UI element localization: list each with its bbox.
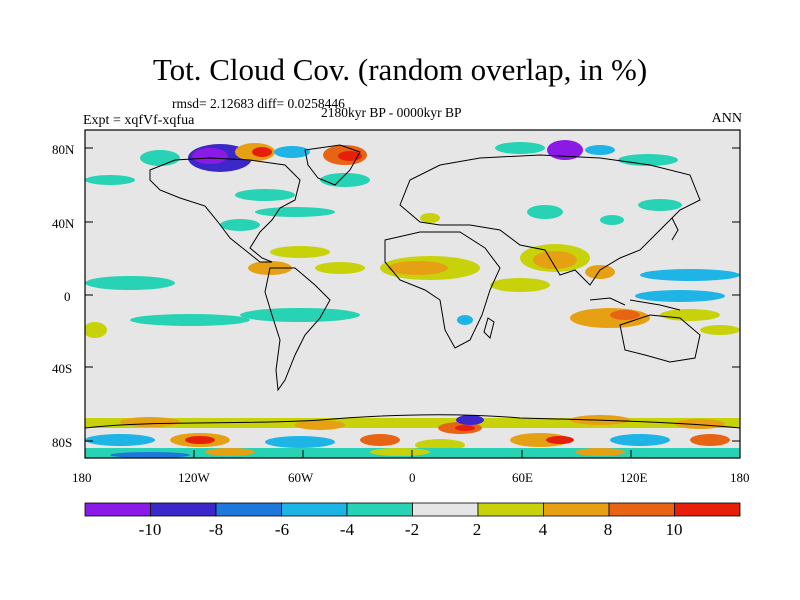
anomaly-patch xyxy=(455,425,475,431)
anomaly-patch xyxy=(185,436,215,444)
anomaly-patch xyxy=(585,145,615,155)
colorbar-cell xyxy=(281,502,348,517)
anomaly-patch xyxy=(370,448,430,456)
anomaly-patch xyxy=(130,314,250,326)
anomaly-patch xyxy=(690,434,730,446)
anomaly-patch xyxy=(547,140,583,160)
anomaly-patch xyxy=(205,448,255,456)
anomaly-patch xyxy=(120,417,180,427)
anomaly-patch xyxy=(360,434,400,446)
anomaly-patch xyxy=(235,189,295,201)
colorbar-label: 10 xyxy=(665,520,683,539)
y-tick-80s: 80S xyxy=(52,435,73,450)
anomaly-patch xyxy=(610,434,670,446)
anomaly-patch xyxy=(338,151,362,161)
anomaly-patch xyxy=(638,199,682,211)
chart-title: Tot. Cloud Cov. (random overlap, in %) xyxy=(152,52,648,87)
anomaly-patch xyxy=(255,207,335,217)
anomaly-patch xyxy=(85,276,175,290)
colorbar-cell xyxy=(346,502,413,517)
anomaly-patch xyxy=(546,436,574,444)
anomaly-patch xyxy=(85,434,155,446)
anomaly-patch xyxy=(315,262,365,274)
colorbar-cell xyxy=(543,502,610,517)
anomaly-patch xyxy=(495,142,545,154)
colorbar-cell xyxy=(608,502,675,517)
x-tick-0: 0 xyxy=(409,470,416,485)
anomaly-patch xyxy=(85,322,107,338)
map-background xyxy=(85,130,740,458)
anomaly-band xyxy=(85,418,740,428)
anomaly-patch xyxy=(456,415,484,425)
anomaly-patch xyxy=(388,261,448,275)
colorbar-cell xyxy=(84,502,151,517)
anomaly-patch xyxy=(527,205,563,219)
anomaly-patch xyxy=(570,308,650,328)
anomaly-patch xyxy=(585,265,615,279)
x-tick-180e: 180 xyxy=(730,470,750,485)
anomaly-patch xyxy=(700,325,740,335)
stats-line: rmsd= 2.12683 diff= 0.0258446 xyxy=(172,96,345,111)
anomaly-patch xyxy=(110,452,190,458)
colorbar xyxy=(84,502,741,517)
colorbar-label: 8 xyxy=(603,520,613,539)
anomaly-patch xyxy=(618,154,678,166)
y-axis-ticks xyxy=(85,147,740,442)
anomaly-patch xyxy=(295,420,345,430)
anomaly-patch xyxy=(220,219,260,231)
anomaly-patch xyxy=(85,175,135,185)
anomaly-patch xyxy=(274,146,310,158)
anomaly-patch xyxy=(660,309,720,321)
coastlines xyxy=(85,144,740,429)
colorbar-cell xyxy=(674,502,741,517)
anomaly-patch xyxy=(533,251,577,269)
y-tick-40s: 40S xyxy=(52,361,73,376)
y-tick-0: 0 xyxy=(64,289,71,304)
anomaly-patch xyxy=(640,269,740,281)
colorbar-label: -2 xyxy=(404,520,420,539)
anomaly-patch xyxy=(610,310,640,320)
anomaly-patch xyxy=(265,436,335,448)
anomaly-patch xyxy=(675,419,725,429)
colorbar-cell xyxy=(215,502,282,517)
anomaly-patch xyxy=(490,278,550,292)
experiment-label: Expt = xqfVf-xqfua xyxy=(83,113,195,128)
colorbar-label: -8 xyxy=(208,520,224,539)
period-label: 2180kyr BP - 0000kyr BP xyxy=(321,105,462,120)
anomaly-patch xyxy=(635,290,725,302)
anomaly-patch xyxy=(575,448,625,456)
colorbar-cell xyxy=(150,502,217,517)
season-label: ANN xyxy=(711,111,742,126)
y-tick-40n: 40N xyxy=(52,216,75,231)
anomaly-patch xyxy=(457,315,473,325)
anomaly-field xyxy=(85,140,740,458)
x-tick-60w: 60W xyxy=(288,470,314,485)
colorbar-cell xyxy=(477,502,544,517)
anomaly-patch xyxy=(252,147,272,157)
colorbar-label: -4 xyxy=(339,520,355,539)
anomaly-patch xyxy=(270,246,330,258)
y-tick-80n: 80N xyxy=(52,142,75,157)
anomaly-patch xyxy=(600,215,624,225)
x-tick-180w: 180 xyxy=(72,470,92,485)
x-tick-120w: 120W xyxy=(178,470,210,485)
x-axis-ticks xyxy=(84,450,741,458)
anomaly-patch xyxy=(420,213,440,223)
x-tick-60e: 60E xyxy=(512,470,533,485)
anomaly-patch xyxy=(192,148,228,164)
anomaly-patch xyxy=(140,150,180,166)
colorbar-label: -10 xyxy=(138,520,162,539)
colorbar-label: -6 xyxy=(274,520,290,539)
colorbar-cell xyxy=(412,502,479,517)
colorbar-label: 2 xyxy=(472,520,482,539)
anomaly-patch xyxy=(240,308,360,322)
colorbar-label: 4 xyxy=(538,520,548,539)
x-tick-120e: 120E xyxy=(620,470,648,485)
